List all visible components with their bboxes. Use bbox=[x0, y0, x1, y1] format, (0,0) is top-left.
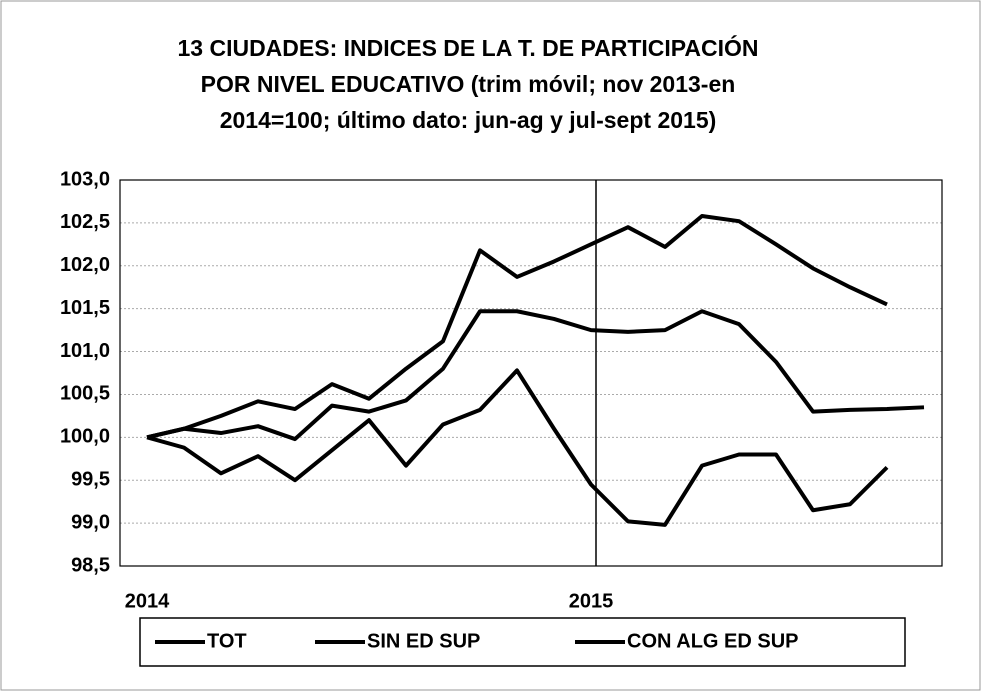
y-tick-label: 101,0 bbox=[60, 340, 110, 362]
chart-title: 13 CIUDADES: INDICES DE LA T. DE PARTICI… bbox=[177, 34, 758, 61]
chart-title: 2014=100; último dato: jun-ag y jul-sept… bbox=[220, 107, 717, 133]
chart-title: POR NIVEL EDUCATIVO (trim móvil; nov 201… bbox=[201, 71, 736, 97]
series-line bbox=[146, 368, 889, 527]
legend-box bbox=[139, 617, 906, 667]
series-line bbox=[146, 309, 925, 442]
series-line bbox=[146, 214, 888, 440]
y-tick-label: 103,0 bbox=[60, 168, 110, 190]
x-tick-label: 2014 bbox=[125, 590, 170, 612]
y-tick-label: 102,5 bbox=[60, 211, 110, 233]
y-tick-label: 99,0 bbox=[71, 511, 110, 533]
y-tick-label: 100,5 bbox=[60, 383, 110, 405]
y-tick-label: 98,5 bbox=[71, 554, 110, 576]
y-tick-label: 102,0 bbox=[60, 254, 110, 276]
legend-label: TOT bbox=[207, 630, 247, 652]
legend-label: CON ALG ED SUP bbox=[627, 630, 799, 652]
legend-label: SIN ED SUP bbox=[367, 630, 480, 652]
y-tick-label: 99,5 bbox=[71, 469, 110, 491]
y-tick-label: 101,5 bbox=[60, 297, 110, 319]
plot-area bbox=[119, 179, 943, 567]
y-tick-label: 100,0 bbox=[60, 426, 110, 448]
x-tick-label: 2015 bbox=[569, 590, 614, 612]
